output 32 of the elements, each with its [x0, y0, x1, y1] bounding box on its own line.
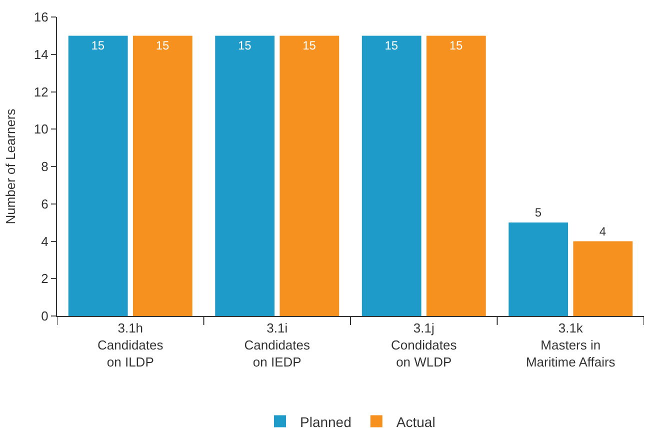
bar — [215, 36, 275, 316]
bar — [132, 36, 192, 316]
y-tick-label: 12 — [34, 84, 48, 100]
data-label: 15 — [156, 38, 170, 53]
data-label: 15 — [91, 38, 105, 53]
y-tick-label: 10 — [34, 122, 48, 137]
bar — [573, 241, 633, 316]
y-tick-label: 16 — [34, 10, 48, 25]
bar — [280, 36, 340, 316]
x-tick-label: 3.1h Candidates on ILDP — [97, 320, 164, 370]
x-tick-label: 3.1j Condidates on WLDP — [390, 320, 458, 370]
y-tick-label: 8 — [41, 159, 48, 174]
y-axis-title: Number of Learners — [2, 108, 18, 224]
data-label: 15 — [384, 38, 398, 53]
bar — [508, 222, 568, 316]
x-tick-label: 3.1k Masters in Maritime Affairs — [526, 320, 616, 370]
x-tick-label: 3.1i Candidates on IEDP — [244, 320, 311, 370]
y-tick-label: 6 — [41, 196, 48, 212]
data-label: 15 — [238, 38, 252, 53]
bar — [426, 36, 486, 316]
y-tick-label: 0 — [41, 308, 48, 324]
legend-label: Actual — [396, 414, 436, 430]
bar — [362, 36, 422, 316]
bar — [68, 36, 128, 316]
y-tick-label: 14 — [34, 46, 48, 62]
data-label: 5 — [534, 206, 542, 220]
data-label: 15 — [302, 38, 316, 53]
y-tick-label: 2 — [41, 271, 48, 286]
data-label: 15 — [449, 38, 463, 53]
data-label: 4 — [599, 224, 606, 238]
legend-label: Planned — [300, 414, 352, 430]
y-tick-label: 4 — [41, 234, 48, 249]
